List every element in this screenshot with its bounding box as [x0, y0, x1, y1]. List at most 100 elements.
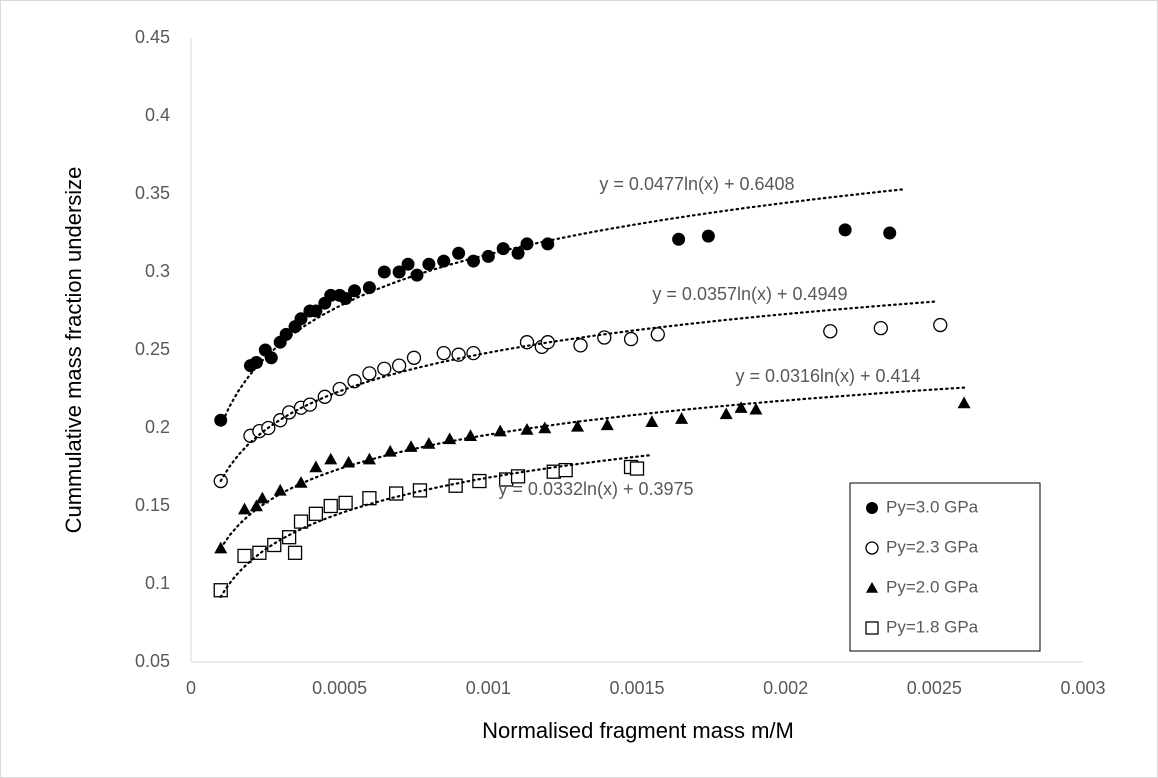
point: [436, 345, 451, 361]
trendline-label: y = 0.0357ln(x) + 0.4949: [652, 284, 847, 304]
y-tick-label: 0.45: [135, 27, 170, 47]
point: [237, 548, 252, 564]
point: [406, 350, 422, 365]
point: [650, 327, 665, 342]
point: [362, 491, 377, 506]
point: [293, 514, 309, 529]
point: [749, 402, 763, 415]
point: [600, 418, 614, 431]
point: [213, 583, 228, 598]
legend-label: Py=1.8 GPa: [886, 617, 979, 636]
y-tick-label: 0.2: [145, 417, 170, 437]
point: [294, 312, 308, 326]
point: [392, 265, 406, 279]
y-tick-label: 0.15: [135, 495, 170, 515]
x-tick-label: 0.0005: [312, 678, 367, 698]
y-tick-label: 0.4: [145, 105, 170, 125]
x-axis-title: Normalised fragment mass m/M: [482, 718, 794, 743]
y-tick-label: 0.25: [135, 339, 170, 359]
point: [255, 491, 269, 504]
point: [238, 502, 252, 515]
point: [645, 415, 659, 427]
point: [348, 284, 362, 298]
point: [377, 265, 391, 279]
point: [866, 502, 878, 514]
point: [437, 254, 451, 268]
point: [443, 432, 457, 445]
x-tick-label: 0: [186, 678, 196, 698]
point: [571, 419, 585, 432]
x-tick-label: 0.0015: [609, 678, 664, 698]
point: [324, 288, 338, 302]
point: [309, 304, 323, 318]
point: [347, 374, 362, 389]
series: [214, 396, 971, 554]
point: [281, 405, 297, 420]
point: [323, 498, 338, 514]
x-tick-label: 0.001: [466, 678, 511, 698]
point: [540, 335, 555, 350]
point: [410, 268, 424, 282]
point: [338, 495, 353, 511]
point: [511, 246, 525, 260]
trendline: [219, 300, 936, 482]
legend-box: [849, 482, 1041, 652]
point: [309, 460, 323, 473]
trendline-label: y = 0.0332ln(x) + 0.3975: [498, 479, 693, 499]
point: [865, 541, 879, 555]
y-tick-label: 0.05: [135, 651, 170, 671]
series: [213, 317, 948, 489]
point: [520, 237, 534, 251]
trendline: [219, 386, 966, 550]
legend-label: Py=2.0 GPa: [886, 577, 979, 596]
point: [362, 366, 377, 381]
point: [823, 324, 838, 339]
point: [401, 257, 415, 271]
x-tick-label: 0.002: [763, 678, 808, 698]
point: [249, 355, 263, 369]
trendline-label: y = 0.0477ln(x) + 0.6408: [599, 174, 794, 194]
point: [538, 421, 552, 434]
y-tick-label: 0.3: [145, 261, 170, 281]
point: [866, 582, 878, 593]
point: [873, 321, 888, 336]
y-axis-title: Cummulative mass fraction undersize: [61, 167, 86, 534]
point: [451, 347, 466, 362]
x-tick-label: 0.003: [1060, 678, 1105, 698]
point: [481, 249, 495, 263]
point: [629, 461, 645, 476]
point: [541, 237, 555, 251]
point: [838, 223, 852, 237]
point: [332, 381, 347, 397]
point: [383, 444, 397, 457]
y-tick-label: 0.1: [145, 573, 170, 593]
point: [404, 440, 418, 452]
point: [273, 413, 288, 428]
point: [466, 345, 481, 361]
legend-label: Py=3.0 GPa: [886, 497, 979, 516]
point: [362, 452, 376, 465]
trendline-label: y = 0.0316ln(x) + 0.414: [735, 366, 920, 386]
point: [957, 396, 971, 409]
point: [675, 412, 689, 424]
point: [883, 226, 897, 240]
point: [865, 621, 879, 635]
point: [452, 246, 466, 260]
point: [252, 545, 267, 560]
trendline: [219, 188, 906, 427]
point: [267, 537, 282, 553]
point: [933, 317, 948, 333]
y-tick-label: 0.35: [135, 183, 170, 203]
point: [510, 469, 526, 484]
point: [214, 413, 228, 427]
point: [281, 530, 297, 545]
point: [324, 452, 338, 465]
legend-label: Py=2.3 GPa: [886, 537, 979, 556]
point: [734, 401, 748, 413]
point: [672, 232, 686, 246]
point: [701, 229, 715, 243]
x-tick-label: 0.0025: [907, 678, 962, 698]
point: [287, 545, 303, 560]
point: [448, 478, 463, 493]
